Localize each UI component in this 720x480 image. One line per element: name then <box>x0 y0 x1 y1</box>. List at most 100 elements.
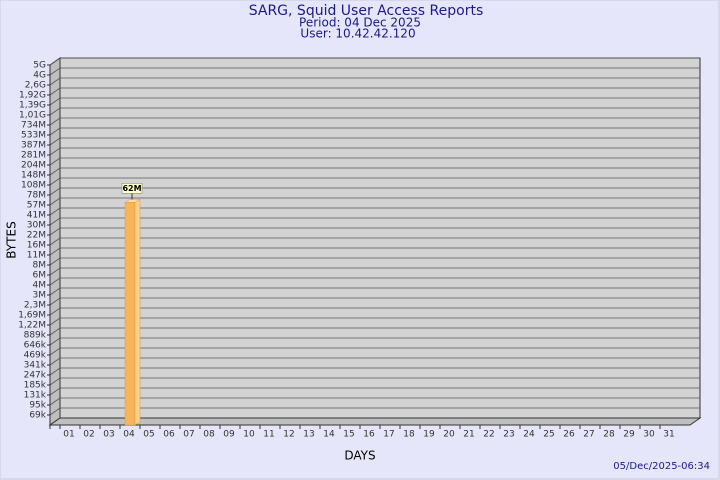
y-tick-label: 1,39G <box>19 101 46 111</box>
x-tick-label: 07 <box>183 430 194 440</box>
x-tick-label: 03 <box>103 430 114 440</box>
x-tick-label: 17 <box>383 430 394 440</box>
grid-line <box>49 77 700 86</box>
y-tick-label: 341k <box>24 361 47 371</box>
y-tick-label: 387M <box>21 141 46 151</box>
y-tick-label: 57M <box>27 201 46 211</box>
grid-line <box>49 87 700 96</box>
x-axis-title: DAYS <box>344 449 375 463</box>
y-tick-label: 247k <box>24 371 47 381</box>
y-tick-label: 1,69M <box>18 311 46 321</box>
grid-line <box>49 257 700 266</box>
x-tick-label: 28 <box>603 430 615 440</box>
grid-line <box>49 277 700 286</box>
y-tick-label: 30M <box>27 221 46 231</box>
x-tick-label: 30 <box>643 430 655 440</box>
y-tick-label: 131k <box>24 391 47 401</box>
x-tick-label: 14 <box>323 430 335 440</box>
x-tick-label: 24 <box>523 430 535 440</box>
x-tick-label: 16 <box>363 430 375 440</box>
y-tick-label: 8M <box>33 261 47 271</box>
bar-top <box>124 199 141 203</box>
grid-line <box>49 347 700 356</box>
grid-line <box>49 67 700 76</box>
y-tick-label: 4G <box>33 71 46 81</box>
y-axis-title: BYTES <box>5 221 19 258</box>
y-tick-label: 889k <box>24 331 47 341</box>
bar <box>124 202 136 426</box>
grid-line <box>49 97 700 106</box>
grid-line <box>49 207 700 216</box>
grid-line <box>49 307 700 316</box>
x-tick-label: 29 <box>623 430 635 440</box>
y-tick-label: 646k <box>24 341 47 351</box>
y-tick-label: 4M <box>33 281 47 291</box>
x-tick-label: 02 <box>83 430 94 440</box>
x-tick-label: 27 <box>583 430 594 440</box>
x-tick-label: 06 <box>163 430 175 440</box>
y-tick-label: 11M <box>27 251 46 261</box>
y-tick-label: 148M <box>21 171 46 181</box>
y-tick-label: 6M <box>33 271 47 281</box>
x-tick-label: 22 <box>483 430 494 440</box>
grid-line <box>49 147 700 156</box>
x-tick-label: 10 <box>243 430 255 440</box>
y-tick-label: 41M <box>27 211 46 221</box>
y-tick-label: 185k <box>24 381 47 391</box>
y-tick-label: 78M <box>27 191 46 201</box>
grid-line <box>49 57 700 66</box>
y-tick-label: 5G <box>33 61 46 71</box>
grid-line <box>49 357 700 366</box>
grid-line <box>49 137 700 146</box>
x-tick-label: 09 <box>223 430 235 440</box>
grid-line <box>49 167 700 176</box>
y-tick-label: 1,01G <box>19 111 46 121</box>
grid-line <box>49 117 700 126</box>
chart-subtitle: Period: 04 Dec 2025 <box>299 16 421 30</box>
grid-line <box>49 377 700 386</box>
grid-line <box>49 407 700 416</box>
timestamp: 05/Dec/2025-06:34 <box>613 461 710 472</box>
grid-line <box>49 177 700 186</box>
grid-line <box>49 157 700 166</box>
grid-line <box>49 107 700 116</box>
grid-line <box>49 197 700 206</box>
value-label-box <box>121 183 143 194</box>
x-tick-label: 13 <box>303 430 314 440</box>
grid-line <box>49 297 700 306</box>
grid-line <box>49 237 700 246</box>
grid-line <box>49 127 700 136</box>
y-tick-label: 2,6G <box>25 81 46 91</box>
grid-line <box>49 317 700 326</box>
grid-line <box>49 247 700 256</box>
grid-line <box>49 187 700 196</box>
x-tick-label: 08 <box>203 430 215 440</box>
grid-line <box>49 227 700 236</box>
user-label: User: 10.42.42.120 <box>300 27 415 41</box>
grid-line <box>49 287 700 296</box>
y-tick-label: 204M <box>21 161 46 171</box>
value-label: 62M <box>122 184 141 193</box>
floor <box>48 417 702 426</box>
y-tick-label: 2,3M <box>24 301 46 311</box>
y-tick-label: 69k <box>29 411 46 421</box>
x-tick-label: 11 <box>263 430 274 440</box>
y-tick-label: 22M <box>27 231 46 241</box>
grid-line <box>49 387 700 396</box>
y-tick-label: 533M <box>21 131 46 141</box>
y-tick-label: 1,22M <box>18 321 46 331</box>
x-tick-label: 23 <box>503 430 514 440</box>
y-tick-label: 95k <box>29 401 46 411</box>
x-tick-label: 12 <box>283 430 294 440</box>
x-tick-label: 25 <box>543 430 554 440</box>
x-tick-label: 18 <box>403 430 415 440</box>
y-tick-label: 108M <box>21 181 46 191</box>
x-tick-label: 04 <box>123 430 135 440</box>
x-tick-label: 15 <box>343 430 354 440</box>
grid-line <box>49 397 700 406</box>
y-tick-label: 281M <box>21 151 46 161</box>
y-tick-label: 3M <box>33 291 47 301</box>
grid-line <box>49 327 700 336</box>
x-tick-label: 19 <box>423 430 435 440</box>
